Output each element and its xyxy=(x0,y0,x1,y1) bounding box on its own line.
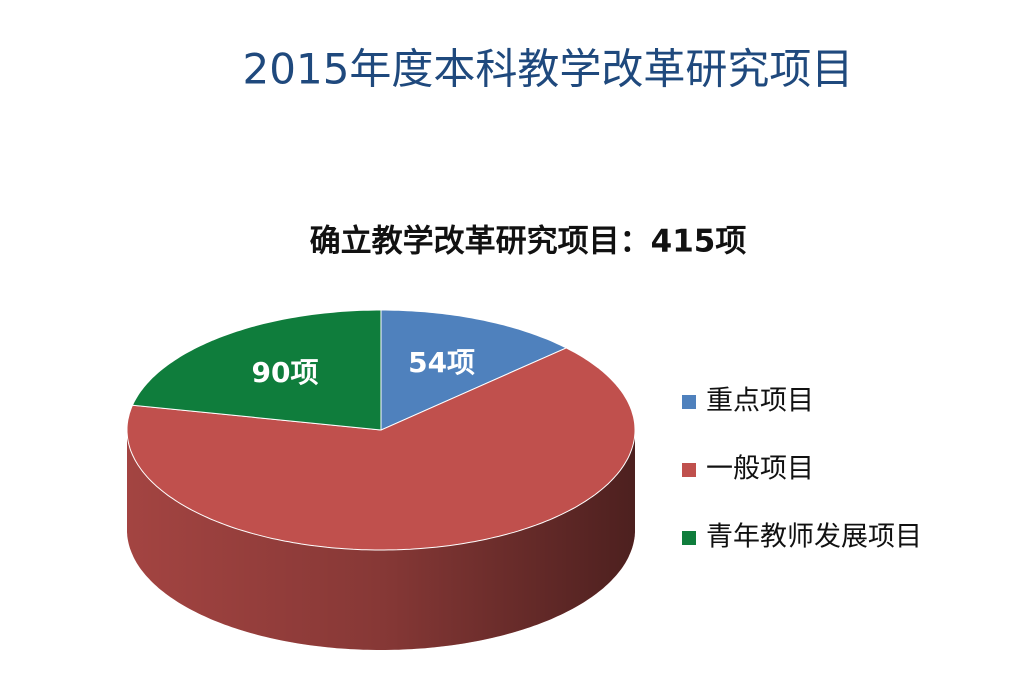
legend-label: 一般项目 xyxy=(706,454,814,485)
pie-slice xyxy=(131,309,382,431)
pie-slice xyxy=(126,347,636,551)
legend-label: 重点项目 xyxy=(706,386,814,417)
legend-swatch xyxy=(682,531,696,545)
chart-subtitle: 确立教学改革研究项目：415项 xyxy=(310,224,747,260)
legend-swatch xyxy=(682,395,696,409)
pie-side-shade xyxy=(127,430,635,650)
legend-swatch xyxy=(682,463,696,477)
data-label: 54项 xyxy=(408,346,475,379)
pie-slice xyxy=(380,309,568,431)
legend-label: 青年教师发展项目 xyxy=(706,522,922,553)
data-label: 90项 xyxy=(252,356,319,389)
pie: 54项 90项 xyxy=(126,309,636,650)
chart-title: 2015年度本科教学改革研究项目 xyxy=(243,45,854,94)
